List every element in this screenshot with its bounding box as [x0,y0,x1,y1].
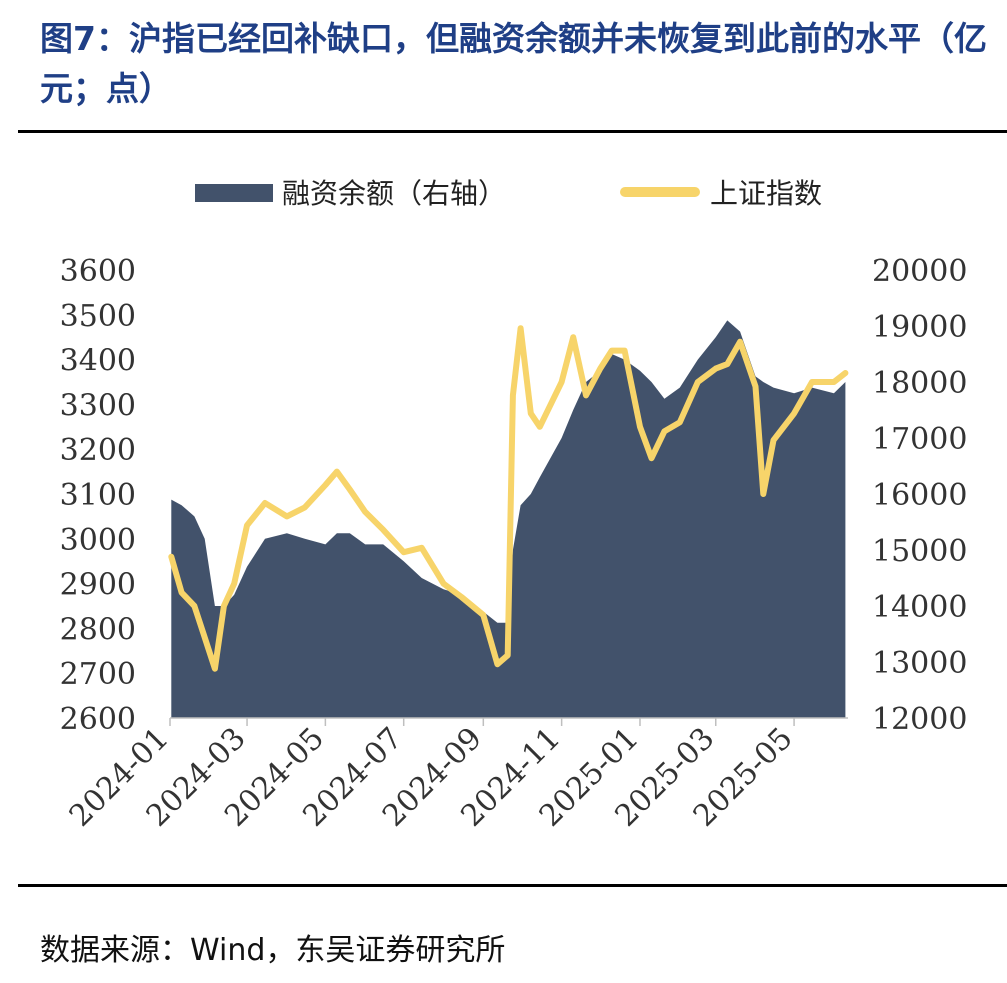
left-tick-label: 3400 [60,344,136,379]
source-note: 数据来源：Wind，东吴证券研究所 [40,933,506,968]
x-axis: 2024-012024-032024-052024-072024-092024-… [63,718,800,834]
series-line-sh-index [168,325,849,672]
right-tick-label: 17000 [872,422,967,457]
right-tick-label: 19000 [872,310,967,345]
left-tick-label: 2600 [60,702,136,737]
legend-swatch-index [620,187,700,197]
right-tick-label: 20000 [872,254,967,289]
left-tick-label: 3600 [60,254,136,289]
series-area-margin-balance [171,320,846,718]
right-tick-label: 14000 [872,590,967,625]
left-axis: 3600 3500 3400 3300 3200 3100 3000 2900 2800 2700… [60,254,136,737]
right-tick-label: 13000 [872,646,967,681]
right-tick-label: 12000 [872,702,967,737]
plot-area [168,320,849,719]
left-tick-label: 3000 [60,523,136,558]
left-tick-label: 2800 [60,612,136,647]
chart: 融资余额（右轴） 上证指数 3600 3500 3400 3300 3200 3100 30… [60,177,968,834]
left-tick-label: 3200 [60,433,136,468]
legend-swatch-margin [195,184,273,202]
top-rule [18,130,1007,133]
right-tick-label: 15000 [872,534,967,569]
legend-label-margin: 融资余额（右轴） [282,177,506,210]
right-tick-label: 18000 [872,366,967,401]
left-tick-label: 2700 [60,657,136,692]
right-tick-label: 16000 [872,478,967,513]
bottom-rule [18,884,1007,887]
left-tick-label: 3300 [60,388,136,423]
left-tick-label: 3100 [60,478,136,513]
left-tick-label: 3500 [60,299,136,334]
legend-label-index: 上证指数 [710,177,822,210]
chart-title: 图7：沪指已经回补缺口，但融资余额并未恢复到此前的水平（亿元；点） [40,19,987,108]
legend: 融资余额（右轴） 上证指数 [195,177,822,210]
left-tick-label: 2900 [60,568,136,603]
right-axis: 20000 19000 18000 17000 16000 15000 14000 13000… [872,254,967,737]
